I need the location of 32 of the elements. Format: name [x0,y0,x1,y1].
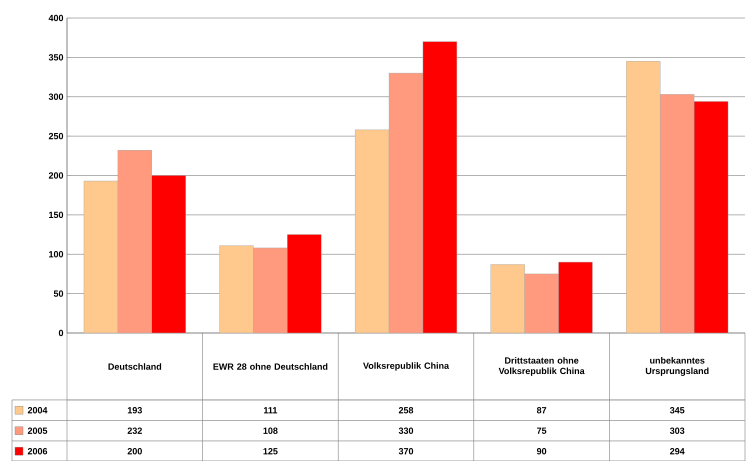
legend-label: 2005 [28,428,48,434]
x-tick-label: Volksrepublik China [363,362,450,371]
legend-label: 2004 [28,407,48,414]
y-tick-label: 0 [58,330,64,336]
data-label: 108 [263,428,278,434]
data-label: 258 [398,407,414,414]
y-tick-label: 150 [49,212,64,218]
data-label: 87 [536,407,546,414]
data-label: 330 [398,428,414,434]
data-label: 125 [263,448,278,454]
y-tick-label: 50 [54,290,64,297]
y-tick-label: 100 [49,251,64,258]
data-label: 200 [128,448,142,454]
x-tick-label: unbekanntes Ursprungsland [646,357,708,376]
data-label: 111 [264,407,278,414]
y-tick-label: 300 [48,94,64,100]
y-tick-label: 200 [48,172,64,179]
data-label: 90 [536,448,546,454]
data-label: 370 [398,448,414,454]
data-label: 193 [128,407,142,414]
data-label: 294 [670,448,685,454]
legend-label: 2006 [28,448,48,454]
x-tick-label: Drittstaaten ohne Volksrepublik China [498,357,585,376]
y-tick-label: 250 [48,132,64,140]
data-label: 75 [537,428,546,434]
data-label: 345 [670,407,684,414]
data-label: 303 [670,428,684,434]
x-tick-label: EWR 28 ohne Deutschland [213,363,328,370]
y-tick-label: 350 [48,54,64,61]
x-tick-label: Deutschland [108,363,162,370]
data-label: 232 [128,428,142,434]
y-tick-label: 400 [48,14,64,22]
